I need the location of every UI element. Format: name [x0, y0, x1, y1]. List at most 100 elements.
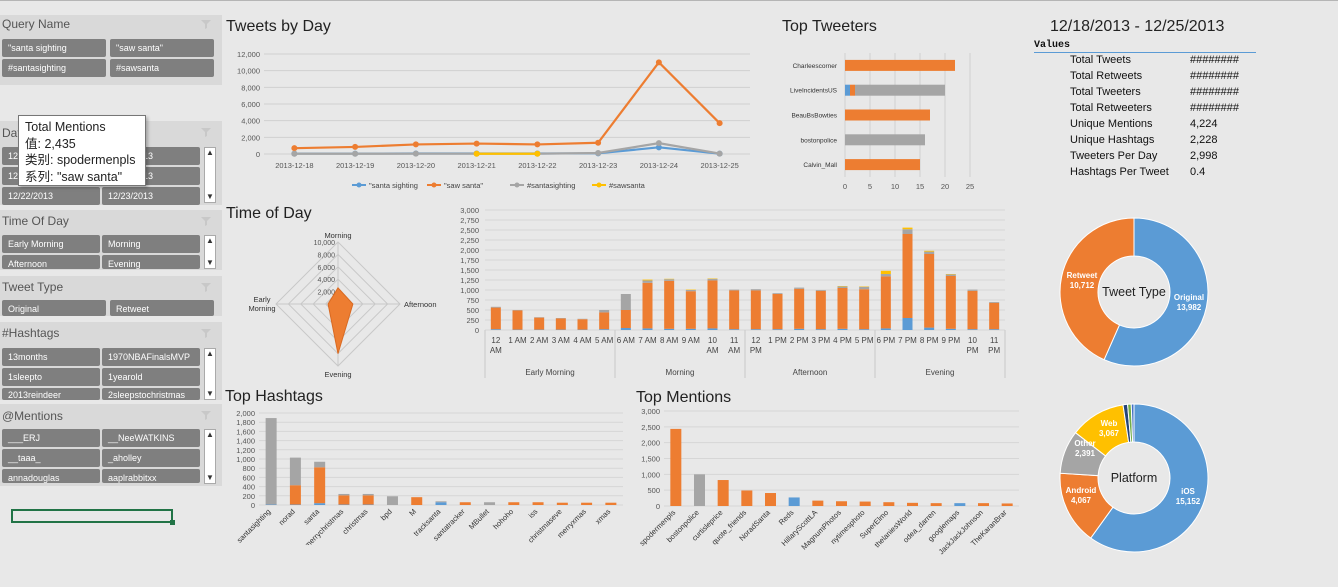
slicer-item[interactable]: 2sleepstochristmas	[102, 388, 200, 400]
date-range-title: 12/18/2013 - 12/25/2013	[1050, 18, 1225, 35]
scroll-down-icon[interactable]: ▼	[206, 258, 214, 267]
scroll-down-icon[interactable]: ▼	[206, 192, 214, 201]
y-tick-label: 250	[466, 316, 479, 325]
data-point	[412, 141, 419, 148]
bar-segment	[967, 329, 978, 330]
slicer-hashtags: #Hashtags 13months 1970NBAFinalsMVP 1sle…	[0, 322, 222, 400]
data-point	[352, 143, 359, 150]
x-tick-label: AM	[490, 346, 502, 355]
scroll-down-icon[interactable]: ▼	[206, 473, 214, 482]
y-tick-label: 2,000	[241, 133, 260, 142]
bar-segment	[532, 502, 544, 505]
x-tick-label: hohoho	[491, 507, 515, 531]
filter-icon[interactable]	[200, 126, 212, 138]
slicer-item[interactable]: annadouglas	[2, 469, 100, 483]
bar-segment	[837, 328, 848, 330]
slicer-item[interactable]: 12/22/2013	[2, 187, 100, 205]
slice-label: Original	[1174, 293, 1204, 302]
chart-top-mentions[interactable]: 05001,0001,5002,0002,5003,000spodermenpl…	[632, 405, 1024, 565]
filter-icon[interactable]	[200, 327, 212, 339]
slicer-item[interactable]: 2013reindeer	[2, 388, 100, 400]
bar-segment	[750, 289, 761, 291]
bar-segment	[664, 280, 675, 329]
x-tick-label: 9 AM	[682, 336, 701, 345]
fill-handle[interactable]	[170, 520, 175, 525]
slicer-tweet-type: Tweet Type Original Retweet	[0, 276, 222, 316]
scroll-down-icon[interactable]: ▼	[206, 389, 214, 398]
chart-title-time-of-day: Time of Day	[226, 205, 312, 222]
bar-segment	[642, 280, 653, 283]
filter-icon[interactable]	[200, 281, 212, 293]
slicer-item[interactable]: #sawsanta	[110, 59, 214, 77]
slicer-item[interactable]: Retweet	[110, 300, 214, 316]
chart-top-hashtags[interactable]: 02004006008001,0001,2001,4001,6001,8002,…	[225, 405, 630, 545]
bar-segment	[859, 329, 870, 330]
bar-segment	[902, 318, 913, 330]
slicer-item[interactable]: aaplrabbitxx	[102, 469, 200, 483]
y-tick-label: 4,000	[241, 117, 260, 126]
bar-segment	[859, 501, 871, 506]
slicer-scrollbar[interactable]: ▲ ▼	[204, 348, 216, 400]
slicer-item[interactable]: Original	[2, 300, 106, 316]
bar-segment	[907, 502, 918, 506]
bar-segment	[945, 274, 956, 276]
r-tick-label: 2,000	[317, 290, 335, 297]
chart-time-of-day-radar[interactable]: 02,0004,0006,0008,00010,000MorningAftern…	[240, 228, 450, 383]
bar-segment	[289, 457, 301, 486]
slicer-item[interactable]: Afternoon	[2, 255, 100, 269]
scroll-up-icon[interactable]: ▲	[206, 430, 214, 439]
value-label: Unique Mentions	[1070, 118, 1153, 130]
value-number: ########	[1190, 70, 1239, 82]
x-tick-label: 8 AM	[660, 336, 679, 345]
bar-segment	[717, 480, 729, 506]
slicer-item[interactable]: 13months	[2, 348, 100, 366]
chart-top-tweeters[interactable]: 0 5 10 15 20 25 Charleescorner LiveIncidentsUS B…	[780, 45, 1000, 195]
slicer-item[interactable]: #santasighting	[2, 59, 106, 77]
y-category-label: LiveIncidentsUS	[790, 88, 838, 95]
scroll-up-icon[interactable]: ▲	[206, 236, 214, 245]
slicer-item[interactable]: 12/23/2013	[102, 187, 200, 205]
slicer-item[interactable]: ___ERJ	[2, 429, 100, 447]
slicer-scrollbar[interactable]: ▲ ▼	[204, 429, 216, 484]
bar-segment	[772, 294, 783, 330]
slicer-item[interactable]: Early Morning	[2, 235, 100, 253]
slicer-item[interactable]: __taaa_	[2, 449, 100, 467]
data-point	[655, 144, 662, 151]
bar-segment	[850, 84, 855, 96]
scroll-up-icon[interactable]: ▲	[206, 349, 214, 358]
slicer-item[interactable]: "santa sighting	[2, 39, 106, 57]
data-point	[716, 120, 723, 127]
x-tick-label: christmas	[341, 507, 370, 536]
slicer-item[interactable]: "saw santa"	[110, 39, 214, 57]
slicer-item[interactable]: 1970NBAFinalsMVP	[102, 348, 200, 366]
y-tick-label: 600	[242, 473, 255, 482]
slicer-item[interactable]: Morning	[102, 235, 200, 253]
selected-cell[interactable]	[11, 509, 173, 523]
chart-hourly[interactable]: 02505007501,0001,2501,5001,7502,0002,250…	[440, 202, 1020, 382]
bar-segment	[362, 495, 374, 505]
slicer-item[interactable]: _aholley	[102, 449, 200, 467]
chart-tweets-by-day[interactable]: 0 2,000 4,000 6,000 8,000 10,000 12,000 2013-12…	[222, 40, 762, 200]
filter-icon[interactable]	[200, 215, 212, 227]
y-tick-label: 2,500	[641, 423, 660, 432]
slicer-title: Time Of Day	[2, 214, 69, 228]
slicer-scrollbar[interactable]: ▲ ▼	[204, 147, 216, 203]
r-tick-label: 4,000	[317, 277, 335, 284]
radar-series	[327, 287, 354, 354]
data-point	[352, 150, 359, 157]
y-category-label: Charleescorner	[793, 63, 838, 70]
filter-icon[interactable]	[200, 18, 212, 30]
x-tick-label: 4 PM	[833, 336, 852, 345]
bar-segment	[845, 134, 925, 146]
slicer-scrollbar[interactable]: ▲ ▼	[204, 235, 216, 269]
slicer-item[interactable]: __NeeWATKINS	[102, 429, 200, 447]
scroll-up-icon[interactable]: ▲	[206, 148, 214, 157]
data-point	[595, 139, 602, 146]
slicer-item[interactable]: Evening	[102, 255, 200, 269]
slicer-item[interactable]: 1sleepto	[2, 368, 100, 386]
slicer-item[interactable]: 1yearold	[102, 368, 200, 386]
bar-segment	[902, 227, 913, 230]
filter-icon[interactable]	[200, 409, 212, 421]
